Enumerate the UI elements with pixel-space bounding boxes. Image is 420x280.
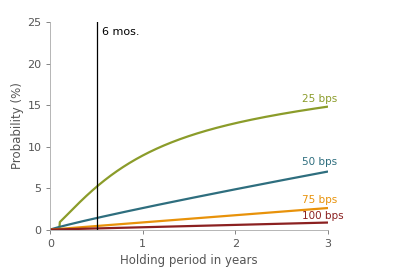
Text: 25 bps: 25 bps [302, 94, 337, 104]
Text: 50 bps: 50 bps [302, 157, 337, 167]
Text: 75 bps: 75 bps [302, 195, 337, 205]
Text: 100 bps: 100 bps [302, 211, 344, 221]
X-axis label: Holding period in years: Holding period in years [120, 254, 258, 267]
Y-axis label: Probability (%): Probability (%) [11, 83, 24, 169]
Text: 6 mos.: 6 mos. [102, 27, 139, 37]
